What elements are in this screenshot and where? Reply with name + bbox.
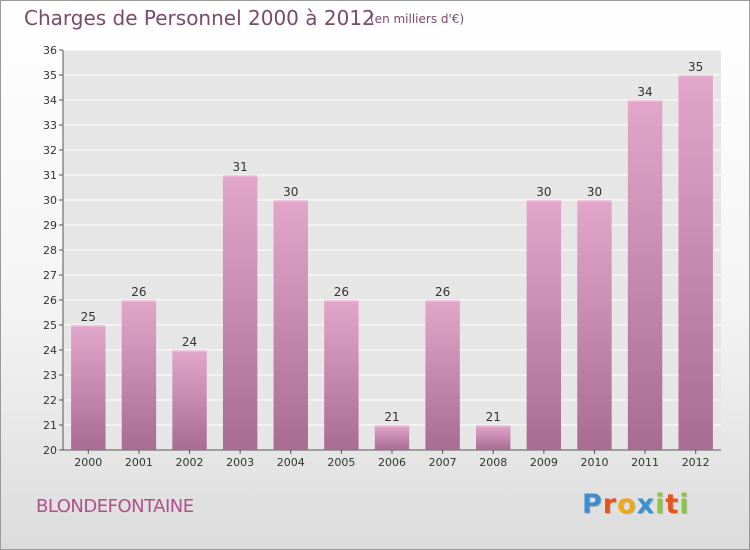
logo-letter: o bbox=[617, 489, 637, 520]
y-tick-label: 23 bbox=[43, 369, 57, 382]
logo-letter: t bbox=[665, 489, 680, 520]
x-tick-label: 2000 bbox=[74, 456, 102, 469]
x-tick-label: 2010 bbox=[580, 456, 608, 469]
bar bbox=[172, 350, 207, 450]
x-axis-ticks: 2000 2001 2002 2003 2004 2005 2006 2007 2008 2009… bbox=[74, 450, 710, 469]
proxiti-logo[interactable]: Proxiti bbox=[582, 489, 690, 520]
bar-highlight bbox=[172, 350, 207, 352]
x-tick-label: 2012 bbox=[682, 456, 710, 469]
y-tick-label: 35 bbox=[43, 69, 57, 82]
y-axis-ticks: 20 21 22 23 24 25 26 27 28 29 30 31 32 33 34 35 36 bbox=[43, 44, 63, 457]
bar bbox=[273, 200, 308, 450]
data-label: 30 bbox=[283, 185, 298, 199]
y-tick-label: 27 bbox=[43, 269, 57, 282]
bar bbox=[678, 75, 713, 450]
bar bbox=[526, 200, 562, 450]
x-tick-label: 2001 bbox=[125, 456, 153, 469]
x-tick-label: 2004 bbox=[277, 456, 305, 469]
data-label: 26 bbox=[334, 285, 349, 299]
data-label: 25 bbox=[81, 310, 96, 324]
logo-letter: i bbox=[655, 489, 666, 520]
data-label: 35 bbox=[688, 60, 703, 74]
bar bbox=[374, 425, 410, 450]
bar-highlight bbox=[121, 300, 157, 302]
y-tick-label: 30 bbox=[43, 194, 57, 207]
bar bbox=[71, 325, 106, 450]
y-tick-label: 36 bbox=[43, 44, 57, 57]
data-label: 31 bbox=[233, 160, 248, 174]
y-tick-label: 33 bbox=[43, 119, 57, 132]
bar bbox=[425, 300, 460, 450]
logo-letter: r bbox=[602, 489, 618, 520]
bar bbox=[324, 300, 359, 450]
bar-highlight bbox=[273, 200, 308, 202]
bar bbox=[476, 425, 511, 450]
y-tick-label: 29 bbox=[43, 219, 57, 232]
bar-highlight bbox=[678, 75, 713, 77]
data-label: 26 bbox=[435, 285, 450, 299]
bar bbox=[627, 100, 663, 450]
data-label: 34 bbox=[637, 85, 652, 99]
data-label: 30 bbox=[536, 185, 551, 199]
data-label: 26 bbox=[131, 285, 146, 299]
bars bbox=[71, 75, 713, 450]
logo-letter: i bbox=[679, 489, 690, 520]
y-tick-label: 32 bbox=[43, 144, 57, 157]
x-tick-label: 2003 bbox=[226, 456, 254, 469]
y-tick-label: 28 bbox=[43, 244, 57, 257]
chart-title: Charges de Personnel 2000 à 2012 bbox=[24, 6, 375, 30]
y-tick-label: 25 bbox=[43, 319, 57, 332]
y-tick-label: 34 bbox=[43, 94, 57, 107]
bar-highlight bbox=[374, 425, 410, 427]
value-labels: 25 26 24 31 30 26 21 26 21 30 30 34 35 bbox=[81, 60, 704, 424]
x-tick-label: 2008 bbox=[479, 456, 507, 469]
data-label: 24 bbox=[182, 335, 197, 349]
data-label: 21 bbox=[486, 410, 501, 424]
logo-letter: x bbox=[636, 489, 656, 520]
x-tick-label: 2006 bbox=[378, 456, 406, 469]
bar-highlight bbox=[71, 325, 106, 327]
y-tick-label: 20 bbox=[43, 444, 57, 457]
bar bbox=[577, 200, 612, 450]
bar-highlight bbox=[324, 300, 359, 302]
y-tick-label: 21 bbox=[43, 419, 57, 432]
data-label: 30 bbox=[587, 185, 602, 199]
y-tick-label: 31 bbox=[43, 169, 57, 182]
bar-highlight bbox=[627, 100, 663, 102]
bar-highlight bbox=[526, 200, 562, 202]
x-tick-label: 2002 bbox=[176, 456, 204, 469]
logo-letter: P bbox=[582, 489, 603, 520]
bar-highlight bbox=[222, 175, 258, 177]
bar bbox=[222, 175, 258, 450]
y-tick-label: 22 bbox=[43, 394, 57, 407]
x-tick-label: 2009 bbox=[530, 456, 558, 469]
bar-highlight bbox=[476, 425, 511, 427]
data-label: 21 bbox=[384, 410, 399, 424]
y-tick-label: 24 bbox=[43, 344, 57, 357]
chart-subtitle: (en milliers d'€) bbox=[370, 12, 465, 26]
commune-name: BLONDEFONTAINE bbox=[36, 496, 194, 517]
bar-highlight bbox=[425, 300, 460, 302]
bar-highlight bbox=[577, 200, 612, 202]
x-tick-label: 2011 bbox=[631, 456, 659, 469]
x-tick-label: 2005 bbox=[327, 456, 355, 469]
bar bbox=[121, 300, 157, 450]
y-tick-label: 26 bbox=[43, 294, 57, 307]
x-tick-label: 2007 bbox=[429, 456, 457, 469]
